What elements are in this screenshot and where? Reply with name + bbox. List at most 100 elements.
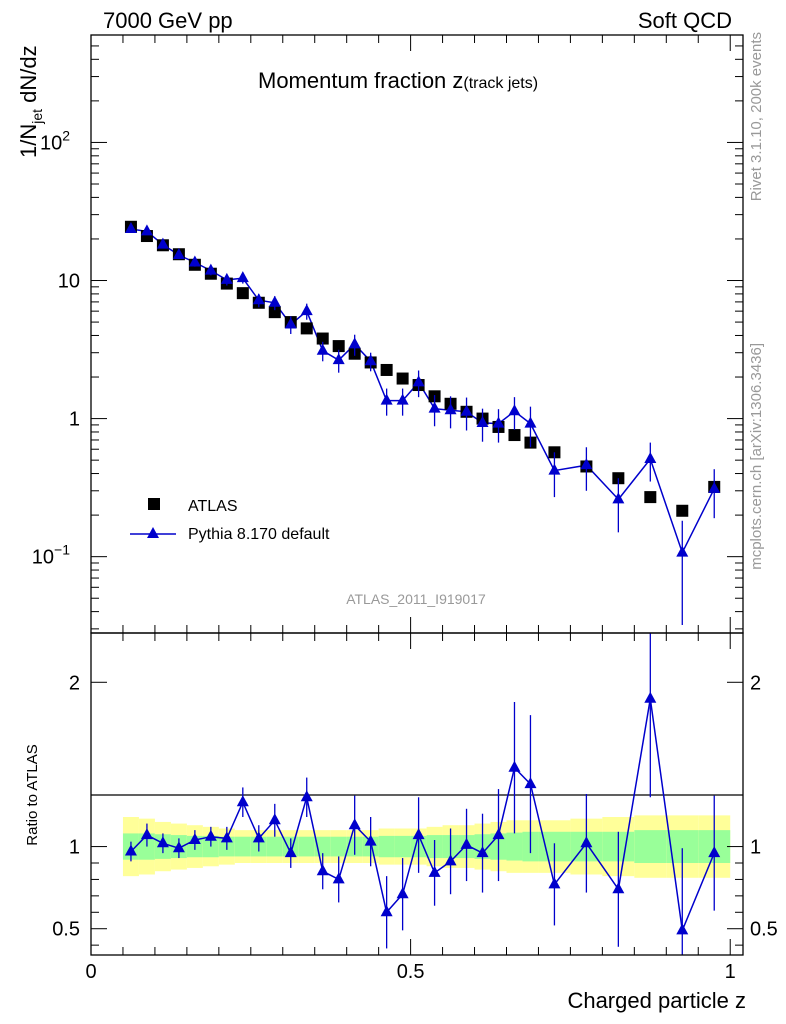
mc-data-point: [508, 404, 521, 416]
inner-band-segment: [634, 830, 667, 863]
mc-data-point: [284, 317, 297, 329]
atlas-data-point: [508, 429, 521, 442]
header-right: Soft QCD: [638, 8, 732, 33]
atlas-data-point: [236, 287, 249, 300]
ratio-data-point: [156, 836, 169, 848]
ratio-data-point: [236, 795, 249, 807]
ratio-data-point: [348, 818, 361, 830]
inner-band-segment: [266, 836, 283, 857]
mc-data-point: [612, 492, 625, 504]
main-markers: [124, 220, 721, 625]
ratio-data-point: [428, 865, 441, 877]
ratio-data-point: [612, 882, 625, 894]
inner-band-segment: [378, 835, 395, 858]
mc-data-point: [644, 451, 657, 463]
mc-data-point: [524, 416, 537, 428]
mc-data-point: [124, 222, 137, 234]
legend: ATLAS Pythia 8.170 default: [130, 498, 330, 543]
ratio-data-point: [708, 846, 721, 858]
ratio-data-point: [548, 877, 561, 889]
legend-marker-atlas: [148, 498, 160, 510]
atlas-data-point: [396, 372, 409, 385]
mc-data-point: [268, 295, 281, 307]
y-tick-label: 10: [58, 271, 80, 293]
ratio-curve: [130, 698, 715, 934]
ratio-data-point: [380, 905, 393, 917]
mc-data-point: [380, 393, 393, 405]
ratio-data-point: [412, 828, 425, 840]
inner-band-segment: [394, 835, 411, 858]
ratio-panel: 0.5 0.51 12 20 0.5 1 Ratio to ATLAS Charged p…: [24, 632, 778, 1013]
ratio-y-tick-label-left: 2: [69, 672, 80, 694]
ratio-data-point: [476, 846, 489, 858]
main-title: Momentum fraction z(track jets): [258, 68, 538, 93]
mc-data-point: [412, 375, 425, 387]
mc-data-point: [172, 248, 185, 260]
main-y-label: 1/Njet dN/dz: [16, 45, 45, 158]
ratio-data-point: [460, 837, 473, 849]
inner-band-segment: [234, 836, 251, 857]
ratio-data-point: [508, 760, 521, 772]
atlas-data-point: [300, 322, 313, 335]
legend-label-mc: Pythia 8.170 default: [188, 526, 330, 543]
y-tick-label-exp: 2: [62, 127, 70, 143]
ratio-data-point: [140, 828, 153, 840]
ratio-data-point: [524, 777, 537, 789]
ratio-data-point: [580, 836, 593, 848]
ratio-markers: [124, 633, 721, 955]
mc-data-point: [676, 545, 689, 557]
ratio-data-point: [268, 813, 281, 825]
x-tick-label: 0.5: [397, 961, 425, 983]
atlas-data-point: [644, 491, 657, 504]
uncertainty-bands: [122, 815, 731, 878]
ratio-data-point: [172, 841, 185, 853]
ratio-data-point: [188, 833, 201, 844]
mc-data-point: [580, 458, 593, 470]
mc-data-point: [332, 353, 345, 365]
inner-band-segment: [506, 832, 523, 861]
mc-data-point: [156, 237, 169, 249]
mc-data-point: [444, 403, 457, 415]
ratio-line: [130, 698, 715, 934]
main-y-label-text: 1/N: [16, 124, 41, 158]
x-tick-label: 1: [725, 961, 736, 983]
main-title-text: Momentum fraction z: [258, 68, 463, 93]
ratio-y-tick-label-right: 1: [750, 837, 761, 859]
ratio-data-point: [220, 831, 233, 843]
y-tick-label: 102: [40, 127, 70, 154]
ratio-data-point: [644, 691, 657, 703]
ratio-data-point: [284, 846, 297, 858]
inner-band-segment: [330, 836, 347, 857]
y-tick-label-base: 10: [40, 132, 62, 154]
mc-data-point: [476, 415, 489, 427]
ratio-data-point: [676, 923, 689, 935]
y-tick-label-base: 1: [69, 409, 80, 431]
ratio-data-point: [204, 829, 217, 841]
ratio-y-tick-label-left: 0.5: [52, 919, 80, 941]
y-tick-label-exp: −1: [54, 542, 70, 558]
inner-band-segment: [298, 836, 315, 857]
mc-data-point: [548, 463, 561, 475]
ratio-data-point: [492, 828, 505, 840]
ratio-data-point: [124, 844, 137, 856]
ratio-y-tick-label-right: 2: [750, 672, 761, 694]
mc-data-point: [236, 271, 249, 283]
mc-data-point: [492, 416, 505, 428]
ratio-data-point: [252, 831, 265, 843]
atlas-data-point: [676, 504, 689, 517]
y-tick-label: 1: [69, 409, 80, 431]
legend-label-atlas: ATLAS: [188, 498, 238, 515]
mc-data-point: [348, 337, 361, 349]
ratio-data-point: [316, 864, 329, 876]
ratio-data-point: [364, 834, 377, 846]
ratio-data-point: [300, 790, 313, 802]
main-title-sub: (track jets): [463, 75, 538, 92]
mc-data-point: [396, 393, 409, 405]
main-y-label-sub: jet: [29, 109, 45, 125]
ratio-y-tick-label-right: 0.5: [750, 919, 778, 941]
atlas-data-point: [380, 363, 393, 376]
main-y-label-tail: dN/dz: [16, 45, 41, 109]
mcplots-label: mcplots.cern.ch [arXiv:1306.3436]: [748, 343, 765, 570]
